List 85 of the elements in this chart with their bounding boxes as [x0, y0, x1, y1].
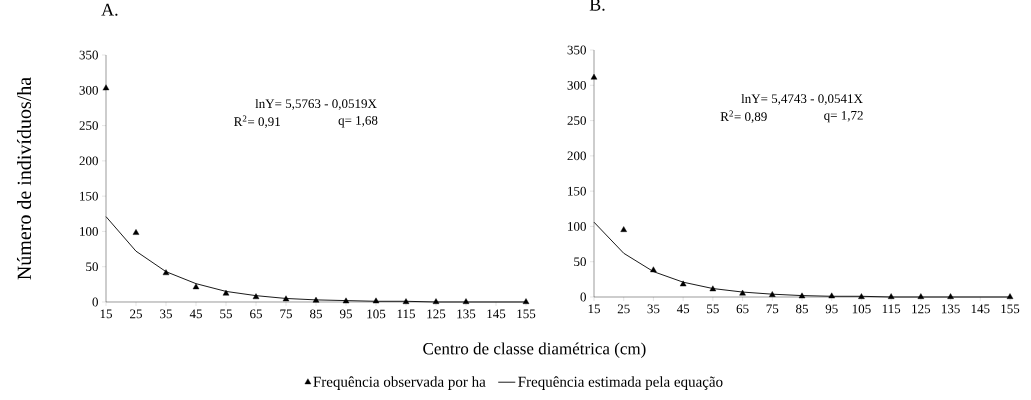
y-tick-label: 350 [567, 45, 586, 55]
point [312, 296, 320, 303]
y-tick-label: 0 [580, 292, 586, 302]
x-tick-label: 45 [676, 304, 690, 314]
point [769, 291, 776, 297]
point [620, 226, 627, 232]
y-tick-label: 300 [79, 85, 98, 95]
y-tick-label: 50 [86, 262, 98, 272]
y-tick-label: 350 [79, 50, 98, 60]
annotation: R$^{2}$= 0,89 [720, 110, 767, 123]
x-tick-label: 125 [912, 304, 931, 314]
point [402, 298, 410, 304]
x-tick-label: 25 [617, 304, 630, 314]
x-tick-label: 75 [280, 309, 292, 319]
x-tick-label: 145 [487, 309, 506, 319]
point [102, 84, 110, 91]
point [947, 293, 954, 299]
x-tick-label: 55 [220, 309, 232, 319]
x-tick-label: 75 [766, 304, 779, 314]
point [162, 269, 170, 276]
point [858, 293, 865, 299]
chart-title: A. [101, 3, 118, 16]
y-tick-label: 200 [567, 151, 586, 161]
point [522, 298, 530, 304]
x-tick-label: 155 [517, 309, 536, 319]
x-tick-label: 35 [160, 309, 172, 319]
y-tick-label: 100 [80, 227, 98, 236]
point [590, 73, 598, 80]
x-tick-label: 85 [796, 304, 808, 314]
x-tick-label: 125 [427, 309, 446, 319]
point [679, 280, 687, 287]
y-axis-title: Número de indivíduos/ha [16, 77, 32, 280]
y-tick-label: 0 [92, 297, 98, 307]
x-tick-label: 105 [852, 304, 871, 314]
y-tick-label: 200 [79, 156, 98, 166]
x-tick-label: 65 [736, 304, 749, 314]
point [798, 292, 806, 299]
x-tick-label: 95 [825, 304, 838, 314]
x-tick-label: 15 [100, 309, 112, 319]
x-tick-label: 155 [1001, 304, 1020, 314]
y-tick-label: 100 [568, 222, 586, 231]
point [739, 289, 746, 296]
point [709, 285, 717, 292]
point [828, 292, 835, 299]
point [252, 293, 260, 300]
point [462, 298, 470, 304]
x-tick-label: 85 [310, 309, 322, 319]
x-tick-label: 55 [707, 304, 719, 314]
point [282, 295, 290, 302]
point [917, 293, 925, 299]
annotation: q= 1,72 [824, 111, 863, 123]
x-tick-label: 105 [367, 309, 386, 319]
annotation: lnY= 5,5763 - 0,0519X [255, 98, 377, 110]
x-tick-label: 15 [588, 304, 600, 314]
x-tick-label: 145 [971, 304, 990, 314]
x-axis-title: Centro de classe diamétrica (cm) [423, 342, 646, 358]
point [372, 297, 380, 304]
point [132, 229, 140, 235]
x-tick-label: 95 [339, 309, 352, 319]
x-tick-label: 35 [647, 304, 660, 314]
point [887, 293, 895, 299]
annotation: q= 1,68 [338, 115, 378, 128]
y-tick-label: 250 [79, 121, 98, 130]
x-tick-label: 65 [250, 309, 262, 319]
x-tick-label: 45 [189, 309, 202, 319]
point [342, 297, 350, 304]
annotation: R$^{2}$= 0,91 [234, 115, 280, 128]
point [650, 266, 657, 273]
y-tick-label: 50 [574, 257, 586, 267]
legend-label: Frequência observada por ha [313, 376, 486, 390]
x-tick-label: 25 [130, 309, 142, 319]
point [222, 289, 230, 296]
x-tick-label: 135 [941, 304, 960, 314]
y-tick-label: 250 [567, 116, 586, 125]
x-tick-label: 135 [457, 309, 476, 319]
point [192, 283, 200, 290]
y-tick-label: 300 [567, 80, 586, 90]
x-tick-label: 115 [397, 309, 416, 319]
point [1006, 293, 1014, 299]
point [432, 298, 440, 304]
legend-label: Frequência estimada pela equação [518, 376, 723, 390]
y-tick-label: 150 [80, 191, 98, 201]
annotation: lnY= 5,4743 - 0,0541X [741, 93, 863, 105]
x-tick-label: 115 [882, 304, 901, 314]
y-tick-label: 150 [568, 186, 586, 196]
